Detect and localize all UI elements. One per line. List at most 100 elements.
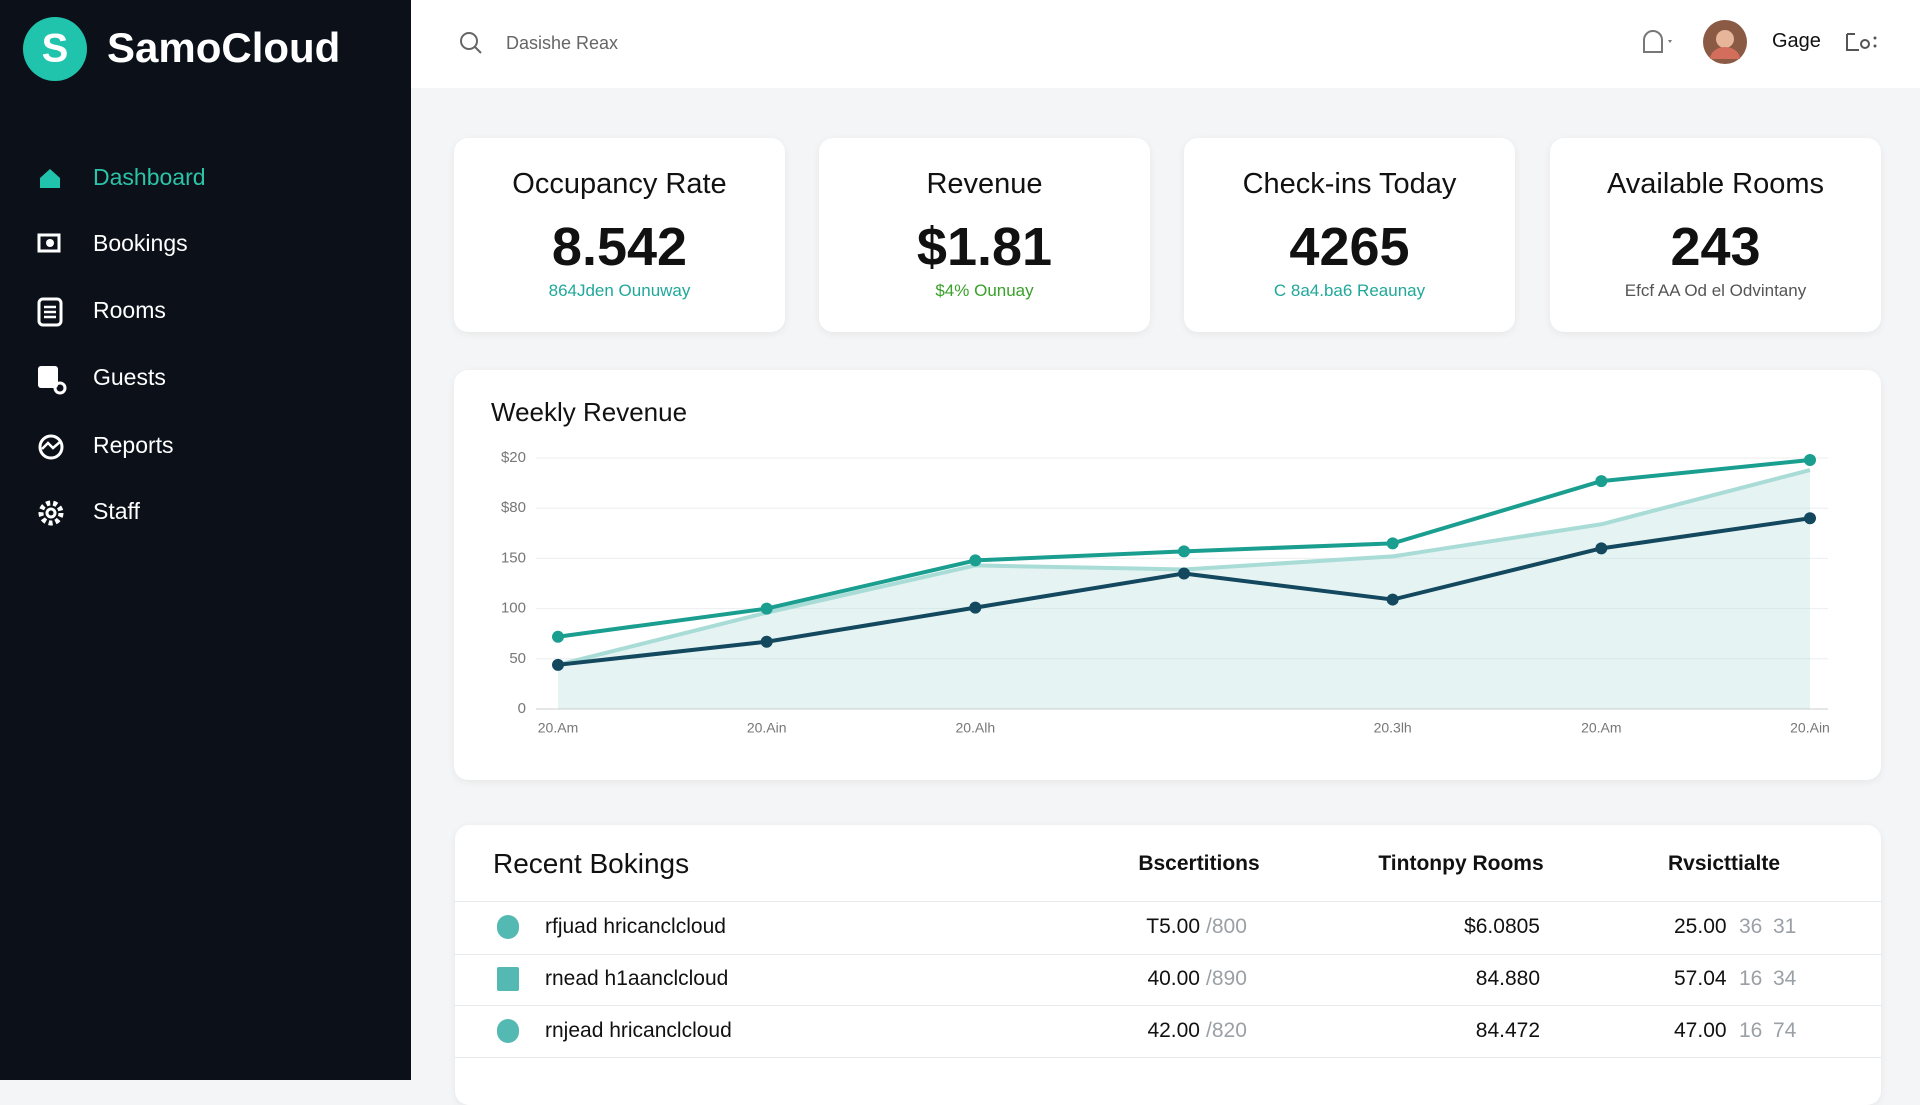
nav-item[interactable]: Bookings: [93, 230, 188, 256]
kpi-card: Revenue $1.81 $4% Ounuay: [819, 138, 1150, 332]
avatar[interactable]: [1702, 19, 1748, 65]
point: [552, 630, 564, 643]
y-tick-label: $80: [501, 499, 526, 516]
cell: 36: [1739, 915, 1763, 938]
column-header: Bscertitions: [1138, 852, 1260, 875]
point: [1178, 545, 1190, 558]
notification-icon[interactable]: [1638, 26, 1678, 58]
point: [1386, 537, 1399, 550]
kpi-card: Available Rooms 243 Efcf AA Od el Odvintan…: [1550, 138, 1881, 332]
topbar: [411, 0, 1920, 88]
cell: $6.0805: [1464, 915, 1540, 938]
kpi-card: Check-ins Today 4265 C 8a4.ba6 Reaunay: [1184, 138, 1515, 332]
nav-icon: [38, 434, 64, 460]
x-tick-label: 20.Alh: [955, 720, 995, 736]
nav-icon: [38, 366, 67, 395]
nav-icon: [40, 169, 60, 188]
point: [1178, 567, 1190, 580]
kpi-value: 8.542: [551, 217, 688, 277]
user-name[interactable]: Gage: [1772, 30, 1821, 52]
y-tick-label: $20: [501, 449, 526, 466]
nav-item[interactable]: Rooms: [93, 297, 166, 323]
nav-icon: [38, 500, 64, 526]
kpi-note: $4% Ounuay: [935, 281, 1034, 300]
cell: 34: [1773, 967, 1797, 990]
booking-name: rnead h1aanclcloud: [545, 967, 729, 990]
nav-item[interactable]: Staff: [93, 498, 140, 524]
logo: S: [23, 17, 87, 81]
y-tick-label: 100: [501, 600, 526, 617]
sidebar: S SamoCloud Dashboard Bookings Rooms Gue…: [0, 0, 411, 1080]
point: [760, 635, 773, 648]
table-title: Recent Bokings: [493, 848, 690, 879]
x-tick-label: 20.Am: [1581, 720, 1621, 736]
settings-icon[interactable]: [1845, 30, 1879, 54]
column-header: Tintonpy Rooms: [1378, 852, 1544, 875]
kpi-title: Check-ins Today: [1242, 168, 1457, 200]
x-tick-label: 20.3lh: [1374, 720, 1412, 736]
search-icon: [460, 32, 482, 54]
search-input[interactable]: Dasishe Reax: [506, 33, 619, 53]
point: [1804, 454, 1816, 467]
chart-card: Weekly Revenue 0 50 100 150 $80 $20 20.Am 20.Ai…: [454, 370, 1881, 780]
row-divider: [455, 1057, 1881, 1058]
logo-initial: S: [42, 27, 69, 71]
nav-icon: [37, 297, 63, 327]
kpi-note: C 8a4.ba6 Reaunay: [1273, 281, 1426, 300]
brand: SamoCloud: [107, 24, 341, 71]
row-divider: [455, 954, 1881, 955]
point: [760, 602, 773, 615]
cell: 16: [1739, 1019, 1763, 1042]
kpi-value: 4265: [1289, 217, 1410, 277]
y-tick-label: 150: [501, 549, 526, 566]
chart: Weekly Revenue 0 50 100 150 $80 $20 20.Am 20.Ai…: [491, 397, 1830, 736]
cell: 42.00: [1147, 1019, 1200, 1042]
kpi-value: 243: [1670, 217, 1761, 277]
cell: /800: [1206, 915, 1247, 938]
point: [1804, 512, 1816, 525]
row-divider: [455, 1005, 1881, 1006]
point: [969, 554, 982, 567]
column-header: Rvsicttialte: [1667, 852, 1781, 875]
cell: 57.04: [1674, 967, 1727, 990]
nav-item[interactable]: Reports: [93, 432, 174, 458]
booking-name: rnjead hricanclcloud: [545, 1019, 732, 1042]
cell: 40.00: [1147, 967, 1200, 990]
area: [558, 470, 1810, 709]
cell: 16: [1739, 967, 1763, 990]
chart-title: Weekly Revenue: [491, 397, 687, 427]
cell: 74: [1773, 1019, 1797, 1042]
row-icon: [497, 967, 519, 991]
cell: 47.00: [1674, 1019, 1727, 1042]
point: [1595, 475, 1608, 488]
point: [1595, 542, 1608, 555]
cell: 84.880: [1475, 967, 1540, 990]
x-tick-label: 20.Ain: [747, 720, 787, 736]
point: [1386, 593, 1399, 606]
x-tick-label: 20.Ain: [1790, 720, 1830, 736]
row-icon: [497, 915, 519, 939]
row-divider: [455, 901, 1881, 902]
table-card: [455, 825, 1881, 1105]
kpi-title: Available Rooms: [1606, 168, 1825, 200]
x-tick-label: 20.Am: [538, 720, 578, 736]
kpi-card: Occupancy Rate 8.542 864Jden Ounuway: [454, 138, 785, 332]
kpi-note: Efcf AA Od el Odvintany: [1624, 281, 1807, 300]
nav-icon: [37, 233, 61, 253]
kpi-title: Revenue: [926, 168, 1043, 200]
nav-item[interactable]: Guests: [93, 364, 166, 390]
booking-name: rfjuad hricanclcloud: [545, 915, 726, 938]
cell: /820: [1206, 1019, 1247, 1042]
nav-item[interactable]: Dashboard: [93, 164, 206, 190]
kpi-note: 864Jden Ounuway: [548, 281, 691, 300]
cell: /890: [1206, 967, 1247, 990]
row-icon: [497, 1019, 519, 1043]
cell: 31: [1773, 915, 1797, 938]
y-tick-label: 50: [509, 650, 526, 667]
kpi-title: Occupancy Rate: [512, 168, 727, 200]
kpi-value: $1.81: [916, 217, 1053, 277]
y-tick-label: 0: [518, 700, 526, 717]
cell: T5.00: [1146, 915, 1200, 938]
point: [552, 658, 564, 671]
